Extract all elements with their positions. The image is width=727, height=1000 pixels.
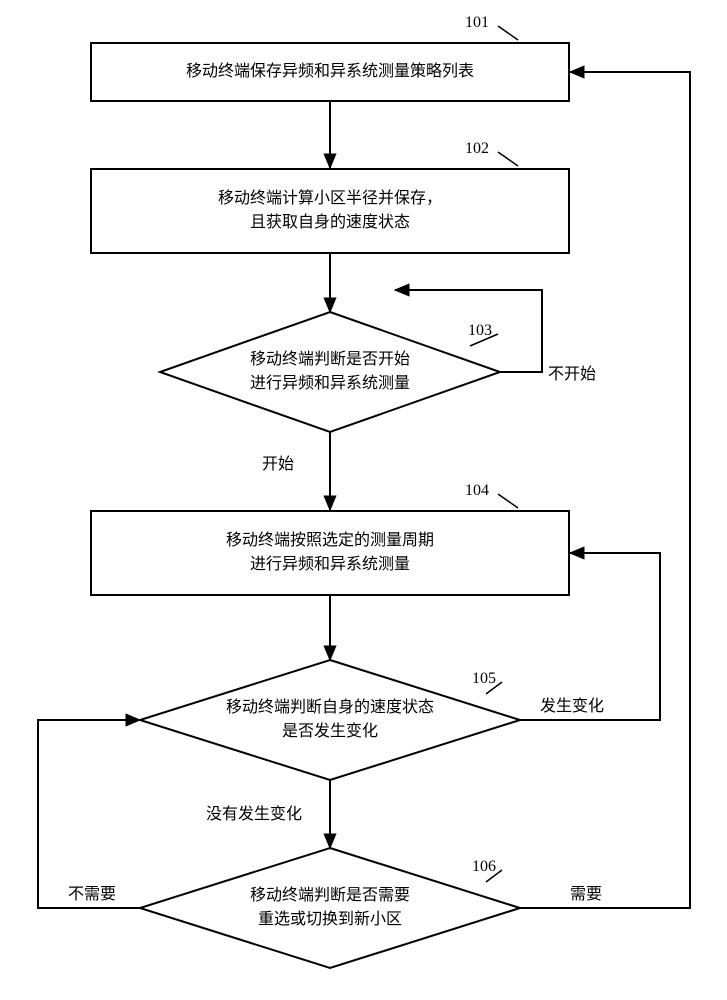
decision-105: 移动终端判断自身的速度状态 是否发生变化 [140,660,520,780]
decision-103-line1: 移动终端判断是否开始 [250,348,410,372]
edge-label-103-no-text: 不开始 [548,366,596,383]
process-104-line1: 移动终端按照选定的测量周期 [226,529,434,553]
decision-105-line1: 移动终端判断自身的速度状态 [226,696,434,720]
step-label-104: 104 [465,482,489,500]
step-label-101-text: 101 [465,14,489,31]
decision-106-line2: 重选或切换到新小区 [250,908,410,932]
step-label-104-text: 104 [465,482,489,499]
decision-106: 移动终端判断是否需要 重选或切换到新小区 [140,848,520,968]
edge-label-103-yes-text: 开始 [262,456,294,473]
edge-label-106-yes: 需要 [570,880,602,904]
process-102: 移动终端计算小区半径并保存， 且获取自身的速度状态 [90,168,570,254]
decision-106-line1: 移动终端判断是否需要 [250,884,410,908]
decision-103: 移动终端判断是否开始 进行异频和异系统测量 [160,312,500,432]
decision-103-line2: 进行异频和异系统测量 [250,372,410,396]
step-label-101: 101 [465,14,489,32]
process-104-text: 移动终端按照选定的测量周期 进行异频和异系统测量 [226,529,434,577]
edge-label-106-no-text: 不需要 [68,886,116,903]
process-101-text: 移动终端保存异频和异系统测量策略列表 [186,60,474,84]
edge-label-103-no: 不开始 [548,360,596,384]
process-101: 移动终端保存异频和异系统测量策略列表 [90,42,570,102]
edge-label-103-yes: 开始 [262,450,294,474]
step-label-102: 102 [465,140,489,158]
process-104-line2: 进行异频和异系统测量 [226,553,434,577]
process-102-line2: 且获取自身的速度状态 [218,211,442,235]
process-104: 移动终端按照选定的测量周期 进行异频和异系统测量 [90,510,570,596]
edge-label-105-no: 没有发生变化 [206,800,302,824]
edge-label-105-yes: 发生变化 [540,692,604,716]
edge-label-106-yes-text: 需要 [570,886,602,903]
process-102-line1: 移动终端计算小区半径并保存， [218,187,442,211]
edge-label-105-yes-text: 发生变化 [540,698,604,715]
step-label-102-text: 102 [465,140,489,157]
decision-105-line2: 是否发生变化 [226,720,434,744]
edge-label-105-no-text: 没有发生变化 [206,806,302,823]
process-102-text: 移动终端计算小区半径并保存， 且获取自身的速度状态 [218,187,442,235]
edge-label-106-no: 不需要 [68,880,116,904]
